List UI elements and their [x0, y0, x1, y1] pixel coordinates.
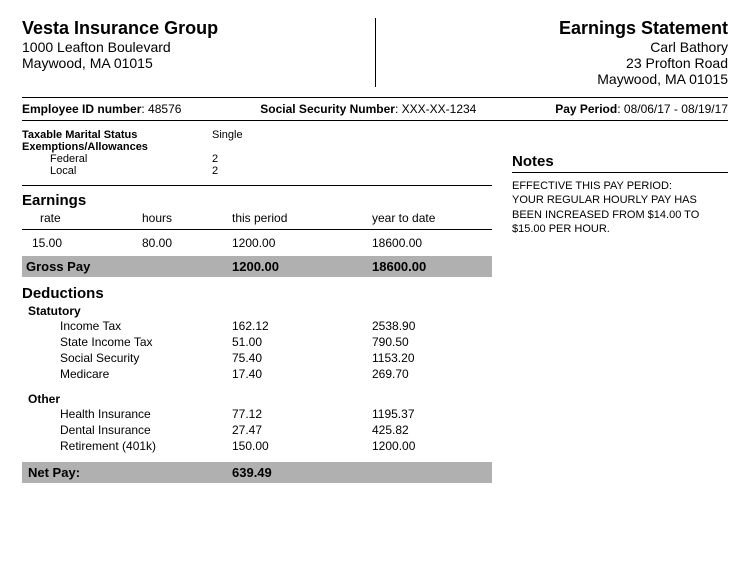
deduction-period: 150.00 — [232, 439, 372, 453]
deduction-name: State Income Tax — [22, 335, 232, 349]
deductions-title: Deductions — [22, 285, 492, 302]
net-pay-value: 639.49 — [232, 465, 372, 480]
company-block: Vesta Insurance Group 1000 Leafton Boule… — [22, 18, 376, 87]
employee-id-value: 48576 — [148, 102, 181, 116]
gross-pay-row: Gross Pay 1200.00 18600.00 — [22, 256, 492, 277]
exemptions-label: Exemptions/Allowances — [22, 141, 212, 153]
deduction-period: 75.40 — [232, 351, 372, 365]
hdr-rate: rate — [22, 211, 142, 225]
gross-pay-period: 1200.00 — [232, 259, 372, 274]
other-label: Other — [22, 392, 492, 406]
main-area: Taxable Marital Status Single Exemptions… — [22, 125, 728, 483]
hdr-year-to-date: year to date — [372, 211, 492, 225]
deduction-period: 17.40 — [232, 367, 372, 381]
gross-pay-label: Gross Pay — [22, 259, 142, 274]
hdr-this-period: this period — [232, 211, 372, 225]
earnings-hours: 80.00 — [142, 236, 232, 250]
deduction-name: Social Security — [22, 351, 232, 365]
earnings-row: 15.00 80.00 1200.00 18600.00 — [22, 230, 492, 256]
deduction-name: Income Tax — [22, 319, 232, 333]
header: Vesta Insurance Group 1000 Leafton Boule… — [22, 18, 728, 98]
deduction-period: 77.12 — [232, 407, 372, 421]
deduction-ytd: 1195.37 — [372, 407, 492, 421]
deduction-period: 51.00 — [232, 335, 372, 349]
left-column: Taxable Marital Status Single Exemptions… — [22, 125, 492, 483]
company-address-2: Maywood, MA 01015 — [22, 55, 355, 71]
ssn-label: Social Security Number — [260, 102, 395, 116]
earnings-rate: 15.00 — [22, 236, 142, 250]
marital-status-value: Single — [212, 129, 243, 141]
deduction-ytd: 790.50 — [372, 335, 492, 349]
company-address-1: 1000 Leafton Boulevard — [22, 39, 355, 55]
notes-body: EFFECTIVE THIS PAY PERIOD: YOUR REGULAR … — [512, 179, 728, 236]
statement-block: Earnings Statement Carl Bathory 23 Proft… — [376, 18, 729, 87]
deduction-row: Retirement (401k)150.001200.00 — [22, 438, 492, 454]
pay-period-value: 08/06/17 - 08/19/17 — [624, 102, 728, 116]
tax-block: Taxable Marital Status Single Exemptions… — [22, 125, 492, 186]
deduction-ytd: 2538.90 — [372, 319, 492, 333]
notes-title: Notes — [512, 153, 728, 173]
deductions-section: Deductions Statutory Income Tax162.12253… — [22, 285, 492, 454]
net-pay-row: Net Pay: 639.49 — [22, 462, 492, 483]
federal-value: 2 — [212, 153, 218, 165]
deduction-row: Health Insurance77.121195.37 — [22, 406, 492, 422]
deduction-name: Medicare — [22, 367, 232, 381]
deduction-period: 162.12 — [232, 319, 372, 333]
earnings-title: Earnings — [22, 192, 492, 209]
pay-period: Pay Period: 08/06/17 - 08/19/17 — [555, 102, 728, 116]
company-name: Vesta Insurance Group — [22, 18, 355, 39]
pay-period-label: Pay Period — [555, 102, 617, 116]
federal-label: Federal — [22, 153, 87, 165]
deduction-row: State Income Tax51.00790.50 — [22, 334, 492, 350]
employee-address-1: 23 Profton Road — [396, 55, 729, 71]
deduction-ytd: 269.70 — [372, 367, 492, 381]
deduction-row: Dental Insurance27.47425.82 — [22, 422, 492, 438]
statement-title: Earnings Statement — [396, 18, 729, 39]
employee-address-2: Maywood, MA 01015 — [396, 71, 729, 87]
deduction-name: Health Insurance — [22, 407, 232, 421]
deduction-row: Social Security75.401153.20 — [22, 350, 492, 366]
earnings-header-row: rate hours this period year to date — [22, 209, 492, 230]
gross-pay-ytd: 18600.00 — [372, 259, 492, 274]
deduction-ytd: 1200.00 — [372, 439, 492, 453]
employee-name: Carl Bathory — [396, 39, 729, 55]
deduction-row: Medicare17.40269.70 — [22, 366, 492, 382]
deduction-name: Retirement (401k) — [22, 439, 232, 453]
right-column: Notes EFFECTIVE THIS PAY PERIOD: YOUR RE… — [492, 125, 728, 483]
deduction-name: Dental Insurance — [22, 423, 232, 437]
ssn-value: XXX-XX-1234 — [402, 102, 477, 116]
net-pay-label: Net Pay: — [22, 465, 232, 480]
statutory-label: Statutory — [22, 304, 492, 318]
deduction-ytd: 1153.20 — [372, 351, 492, 365]
employee-id: Employee ID number: 48576 — [22, 102, 181, 116]
deduction-row: Income Tax162.122538.90 — [22, 318, 492, 334]
ssn: Social Security Number: XXX-XX-1234 — [260, 102, 476, 116]
hdr-hours: hours — [142, 211, 232, 225]
earnings-ytd: 18600.00 — [372, 236, 492, 250]
deduction-ytd: 425.82 — [372, 423, 492, 437]
marital-status-label: Taxable Marital Status — [22, 129, 212, 141]
info-bar: Employee ID number: 48576 Social Securit… — [22, 98, 728, 121]
earnings-period: 1200.00 — [232, 236, 372, 250]
employee-id-label: Employee ID number — [22, 102, 141, 116]
local-value: 2 — [212, 165, 218, 177]
deduction-period: 27.47 — [232, 423, 372, 437]
local-label: Local — [22, 165, 76, 177]
